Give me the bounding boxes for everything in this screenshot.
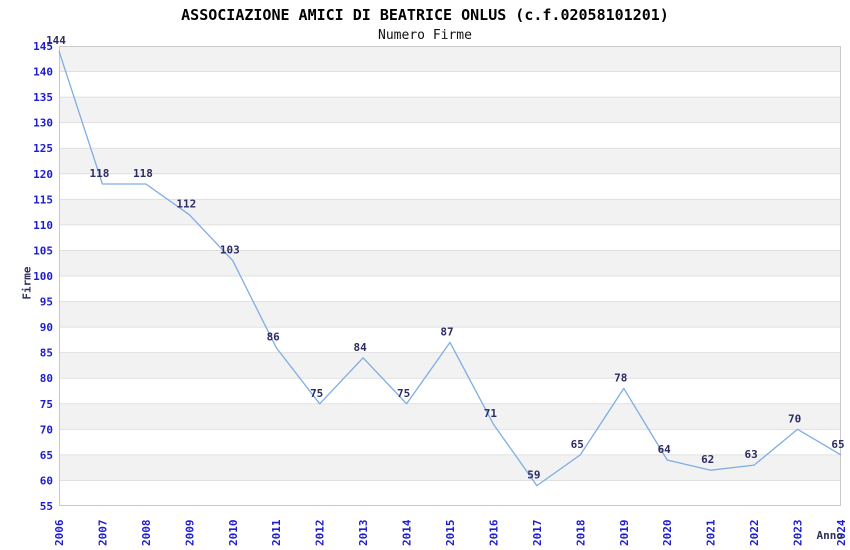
grid-band	[59, 403, 841, 430]
x-tick-label: 2009	[183, 520, 196, 547]
x-tick-label: 2021	[705, 519, 718, 546]
data-point-label: 103	[220, 244, 240, 257]
data-point-label: 70	[788, 412, 801, 425]
data-point-label: 118	[89, 167, 109, 180]
grid-band	[59, 352, 841, 379]
x-tick-label: 2013	[357, 520, 370, 547]
chart-subtitle: Numero Firme	[378, 28, 472, 43]
grid-band	[59, 148, 841, 174]
grid-band	[59, 454, 841, 481]
data-point-label: 86	[267, 331, 281, 344]
y-axis-title: Firme	[20, 266, 34, 300]
data-point-label: 87	[440, 325, 453, 338]
plot-border	[59, 46, 841, 506]
y-tick-label: 100	[33, 270, 53, 283]
y-tick-label: 130	[33, 117, 53, 130]
x-tick-label: 2011	[270, 519, 283, 546]
y-tick-label: 125	[33, 142, 53, 155]
x-tick-label: 2018	[574, 520, 587, 547]
y-tick-label: 75	[40, 398, 53, 411]
data-point-label: 71	[484, 407, 498, 420]
y-tick-label: 60	[40, 474, 53, 487]
x-tick-label: 2017	[531, 520, 544, 547]
y-tick-label: 115	[33, 193, 53, 206]
data-point-label: 75	[397, 387, 410, 400]
data-line	[58, 50, 842, 487]
x-tick-label: 2024	[835, 519, 848, 546]
grid-band	[59, 250, 841, 276]
x-tick-label: 2016	[487, 519, 500, 546]
data-point-label: 63	[744, 448, 757, 461]
data-point-label: 65	[571, 438, 584, 451]
grid-band	[59, 301, 841, 328]
data-point-label: 84	[353, 341, 367, 354]
grid-band	[59, 97, 841, 123]
data-point-label: 59	[527, 469, 540, 482]
x-tick-label: 2022	[748, 520, 761, 547]
y-tick-label: 120	[33, 168, 53, 181]
x-tick-label: 2020	[661, 520, 674, 547]
x-tick-label: 2019	[618, 520, 631, 547]
x-tick-label: 2007	[96, 520, 109, 547]
x-tick-label: 2006	[53, 519, 66, 546]
y-tick-label: 135	[33, 91, 53, 104]
y-tick-label: 90	[40, 321, 53, 334]
data-point-label: 112	[176, 198, 196, 211]
data-point-label: 62	[701, 453, 714, 466]
data-point-label: 75	[310, 387, 323, 400]
x-axis-title: Anno	[816, 529, 844, 542]
x-tick-label: 2012	[314, 520, 327, 547]
y-tick-label: 85	[40, 347, 53, 360]
y-tick-label: 105	[33, 244, 53, 257]
grid-band	[59, 199, 841, 225]
y-tick-label: 80	[40, 372, 53, 385]
y-tick-label: 140	[33, 66, 53, 79]
y-tick-label: 55	[40, 500, 53, 513]
y-tick-label: 70	[40, 423, 53, 436]
y-tick-label: 110	[33, 219, 53, 232]
chart-title: ASSOCIAZIONE AMICI DI BEATRICE ONLUS (c.…	[181, 6, 669, 24]
data-point-label: 118	[133, 167, 153, 180]
data-point-label: 144	[46, 34, 66, 47]
x-tick-label: 2008	[140, 520, 153, 547]
y-tick-label: 145	[33, 40, 53, 53]
grid-band	[59, 46, 841, 72]
x-tick-label: 2015	[444, 520, 457, 547]
x-tick-label: 2010	[227, 520, 240, 547]
x-tick-label: 2014	[401, 519, 414, 546]
data-point-label: 64	[658, 443, 672, 456]
y-tick-label: 95	[40, 296, 53, 309]
data-point-label: 78	[614, 371, 627, 384]
y-tick-label: 65	[40, 449, 53, 462]
data-point-label: 65	[831, 438, 844, 451]
x-tick-label: 2023	[792, 520, 805, 547]
